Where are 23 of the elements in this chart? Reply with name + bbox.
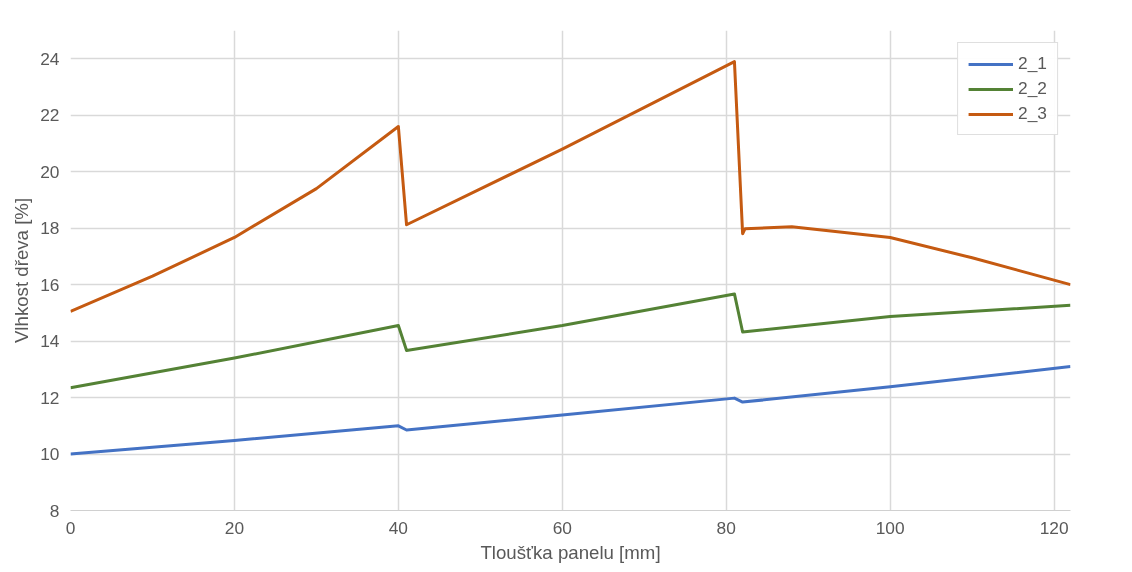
x-tick-label: 80	[716, 517, 736, 538]
x-axis-title: Tloušťka panelu [mm]	[480, 541, 661, 563]
legend-label: 2_2	[1018, 78, 1047, 99]
line-series	[70, 365, 1071, 456]
line-series	[70, 292, 1071, 390]
y-tick-label: 22	[40, 105, 60, 126]
y-tick-label: 24	[40, 48, 60, 69]
x-tick-label: 0	[65, 517, 76, 538]
y-tick-label: 16	[40, 274, 60, 295]
y-tick-label: 14	[40, 331, 60, 352]
legend-label: 2_3	[1018, 103, 1047, 124]
y-tick-label: 8	[49, 500, 60, 521]
x-tick-label: 60	[552, 517, 572, 538]
y-tick-label: 20	[40, 161, 60, 182]
x-tick-label: 20	[224, 517, 245, 538]
legend-label: 2_1	[1018, 53, 1047, 74]
y-tick-label: 12	[40, 387, 60, 408]
x-tick-label: 40	[388, 517, 409, 538]
y-tick-label: 18	[40, 218, 60, 239]
x-tick-label: 120	[1039, 517, 1069, 538]
x-tick-label: 100	[875, 517, 905, 538]
y-axis-title: Vlhkost dřeva [%]	[11, 197, 33, 344]
y-tick-label: 10	[40, 444, 60, 465]
